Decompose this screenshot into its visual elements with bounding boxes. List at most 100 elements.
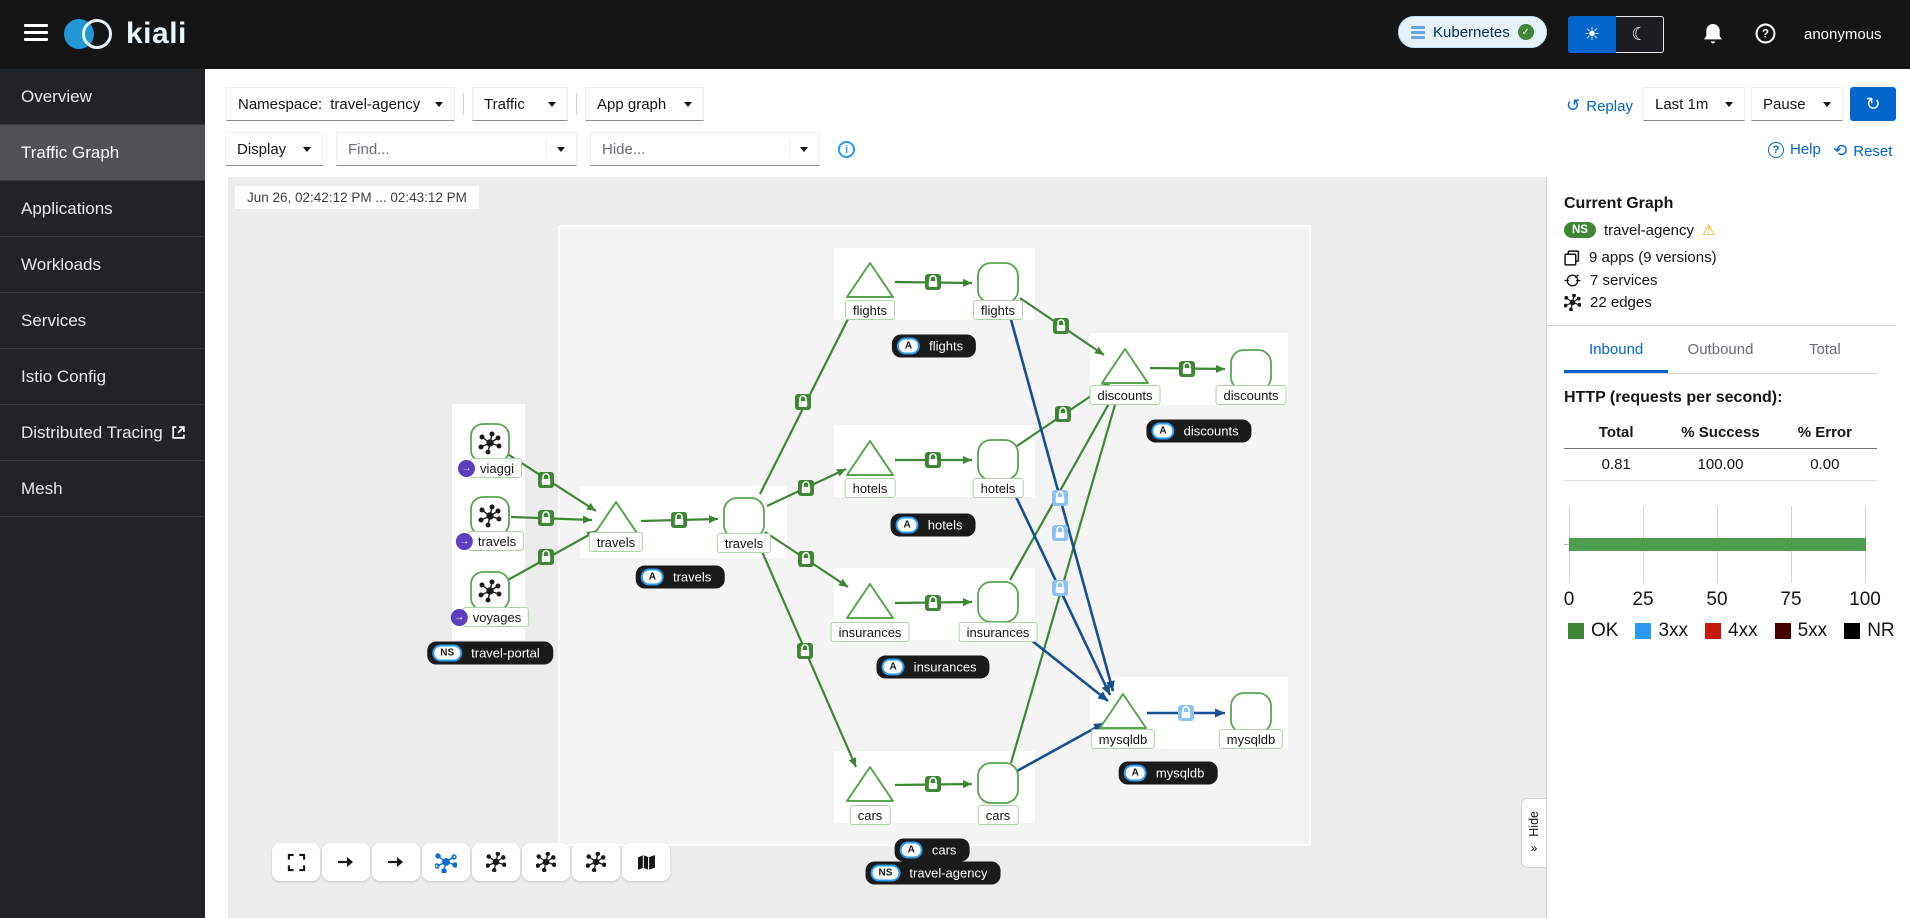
graph-summary-panel: Current Graph NS travel-agency ⚠ 9 apps … bbox=[1546, 177, 1910, 918]
arrow-right-icon bbox=[338, 857, 353, 867]
sidebar-item-services[interactable]: Services bbox=[0, 293, 205, 349]
app-node-insurances[interactable] bbox=[977, 581, 1019, 623]
hide-input[interactable] bbox=[602, 140, 781, 158]
find-options-toggle[interactable] bbox=[546, 139, 565, 159]
namespace-label-travel-portal[interactable]: NS travel-portal bbox=[427, 641, 553, 665]
layout-dagre-button-active[interactable] bbox=[422, 843, 470, 881]
service-node-flights[interactable] bbox=[846, 262, 894, 298]
warning-triangle-icon[interactable]: ⚠ bbox=[1702, 222, 1716, 239]
layout-grid-button[interactable] bbox=[472, 843, 520, 881]
service-node-insurances[interactable] bbox=[846, 583, 894, 619]
col-header-total: Total bbox=[1598, 424, 1634, 441]
menu-toggle-icon[interactable] bbox=[24, 24, 48, 44]
find-hide-info-icon[interactable]: i bbox=[838, 141, 855, 158]
app-node-mysqldb[interactable] bbox=[1230, 692, 1272, 734]
legend-item-nr: NR bbox=[1844, 620, 1895, 642]
app-node-hotels[interactable] bbox=[977, 439, 1019, 481]
cluster-badge[interactable]: Kubernetes ✓ bbox=[1398, 16, 1547, 48]
namespace-name[interactable]: travel-agency bbox=[1603, 221, 1695, 239]
refresh-interval-dropdown[interactable]: Pause bbox=[1751, 87, 1843, 121]
tab-inbound[interactable]: Inbound bbox=[1564, 335, 1669, 373]
edges-count-row: 22 edges bbox=[1564, 294, 1652, 311]
service-node-cars[interactable] bbox=[846, 766, 894, 802]
chevron-down-icon bbox=[684, 101, 692, 107]
app-node-cars[interactable] bbox=[977, 762, 1019, 804]
tab-total[interactable]: Total bbox=[1808, 341, 1841, 358]
node-label-travels-portal[interactable]: → travels bbox=[455, 531, 525, 551]
service-node-travels[interactable] bbox=[592, 501, 640, 537]
graph-type-dropdown[interactable]: App graph bbox=[585, 87, 704, 121]
node-label[interactable]: insurances bbox=[958, 622, 1038, 642]
graph-help-button[interactable]: ? Help bbox=[1768, 141, 1821, 158]
light-theme-button[interactable]: ☀ bbox=[1568, 16, 1616, 53]
fit-to-view-button[interactable] bbox=[272, 843, 320, 881]
node-label[interactable]: discounts bbox=[1215, 385, 1287, 405]
sidebar-item-traffic-graph[interactable]: Traffic Graph bbox=[0, 125, 205, 181]
sidebar-item-applications[interactable]: Applications bbox=[0, 181, 205, 237]
node-label[interactable]: flights bbox=[973, 300, 1023, 320]
namespace-dropdown[interactable]: Namespace: travel-agency bbox=[226, 87, 455, 121]
service-node-mysqldb[interactable] bbox=[1099, 693, 1147, 729]
http-rps-title: HTTP (requests per second): bbox=[1564, 389, 1783, 406]
layout-arrow-button-1[interactable] bbox=[322, 843, 370, 881]
node-label[interactable]: mysqldb bbox=[1218, 729, 1284, 749]
layout-breadthfirst-button[interactable] bbox=[572, 843, 620, 881]
service-node-hotels[interactable] bbox=[846, 440, 894, 476]
node-label[interactable]: travels bbox=[716, 533, 772, 553]
graph-reset-button[interactable]: ⟲ Reset bbox=[1833, 141, 1893, 160]
node-label[interactable]: hotels bbox=[972, 478, 1024, 498]
node-label[interactable]: travels bbox=[588, 532, 644, 552]
chevron-down-icon bbox=[548, 101, 556, 107]
sidebar-item-workloads[interactable]: Workloads bbox=[0, 237, 205, 293]
legend-map-button[interactable] bbox=[622, 843, 670, 881]
time-range-dropdown[interactable]: Last 1m bbox=[1643, 87, 1745, 121]
app-node-discounts[interactable] bbox=[1230, 349, 1272, 391]
check-circle-icon: ✓ bbox=[1517, 24, 1534, 40]
app-node-travels[interactable] bbox=[723, 497, 765, 539]
node-label[interactable]: cars bbox=[849, 805, 891, 825]
node-label[interactable]: flights bbox=[845, 300, 895, 320]
replay-button[interactable]: ↺ Replay bbox=[1566, 96, 1633, 115]
applications-icon bbox=[1564, 249, 1580, 266]
hide-options-toggle[interactable] bbox=[789, 139, 808, 159]
refresh-button[interactable]: ↻ bbox=[1850, 87, 1896, 121]
current-user[interactable]: anonymous bbox=[1804, 26, 1882, 43]
node-label[interactable]: cars bbox=[977, 805, 1019, 825]
namespace-label-travel-agency[interactable]: NS travel-agency bbox=[865, 861, 1001, 885]
service-node-discounts[interactable] bbox=[1101, 348, 1149, 384]
traffic-dropdown[interactable]: Traffic bbox=[472, 87, 568, 121]
find-input[interactable] bbox=[348, 140, 538, 158]
sidebar-item-mesh[interactable]: Mesh bbox=[0, 461, 205, 517]
http-rps-table: Total % Success % Error 0.81 100.00 0.00 bbox=[1564, 417, 1877, 481]
node-label[interactable]: mysqldb bbox=[1090, 729, 1156, 749]
tab-outbound[interactable]: Outbound bbox=[1687, 341, 1754, 358]
sidebar-item-overview[interactable]: Overview bbox=[0, 69, 205, 125]
x-tick-label: 50 bbox=[1706, 589, 1728, 610]
node-label[interactable]: insurances bbox=[830, 622, 910, 642]
app-node-flights[interactable] bbox=[977, 262, 1019, 304]
layout-arrow-button-2[interactable] bbox=[372, 843, 420, 881]
node-label[interactable]: hotels bbox=[844, 478, 896, 498]
x-tick-label: 100 bbox=[1849, 589, 1881, 610]
node-label-voyages[interactable]: → voyages bbox=[450, 607, 530, 627]
legend-swatch bbox=[1844, 623, 1861, 639]
toolbar-divider bbox=[463, 93, 464, 115]
notifications-bell-icon[interactable] bbox=[1702, 22, 1724, 51]
traffic-graph-canvas[interactable]: Jun 26, 02:42:12 PM ... 02:43:12 PM bbox=[228, 177, 1546, 918]
sidebar-item-istio-config[interactable]: Istio Config bbox=[0, 349, 205, 405]
layout-concentric-button[interactable] bbox=[522, 843, 570, 881]
help-question-icon[interactable]: ? bbox=[1755, 23, 1776, 49]
display-dropdown[interactable]: Display bbox=[225, 132, 323, 166]
dark-theme-button[interactable]: ☾ bbox=[1616, 16, 1664, 53]
node-label[interactable]: discounts bbox=[1089, 385, 1161, 405]
sidebar-item-distributed-tracing[interactable]: Distributed Tracing bbox=[0, 405, 205, 461]
node-label-viaggi[interactable]: → viaggi bbox=[458, 458, 522, 478]
hide-panel-tab[interactable]: Hide » bbox=[1521, 798, 1546, 868]
